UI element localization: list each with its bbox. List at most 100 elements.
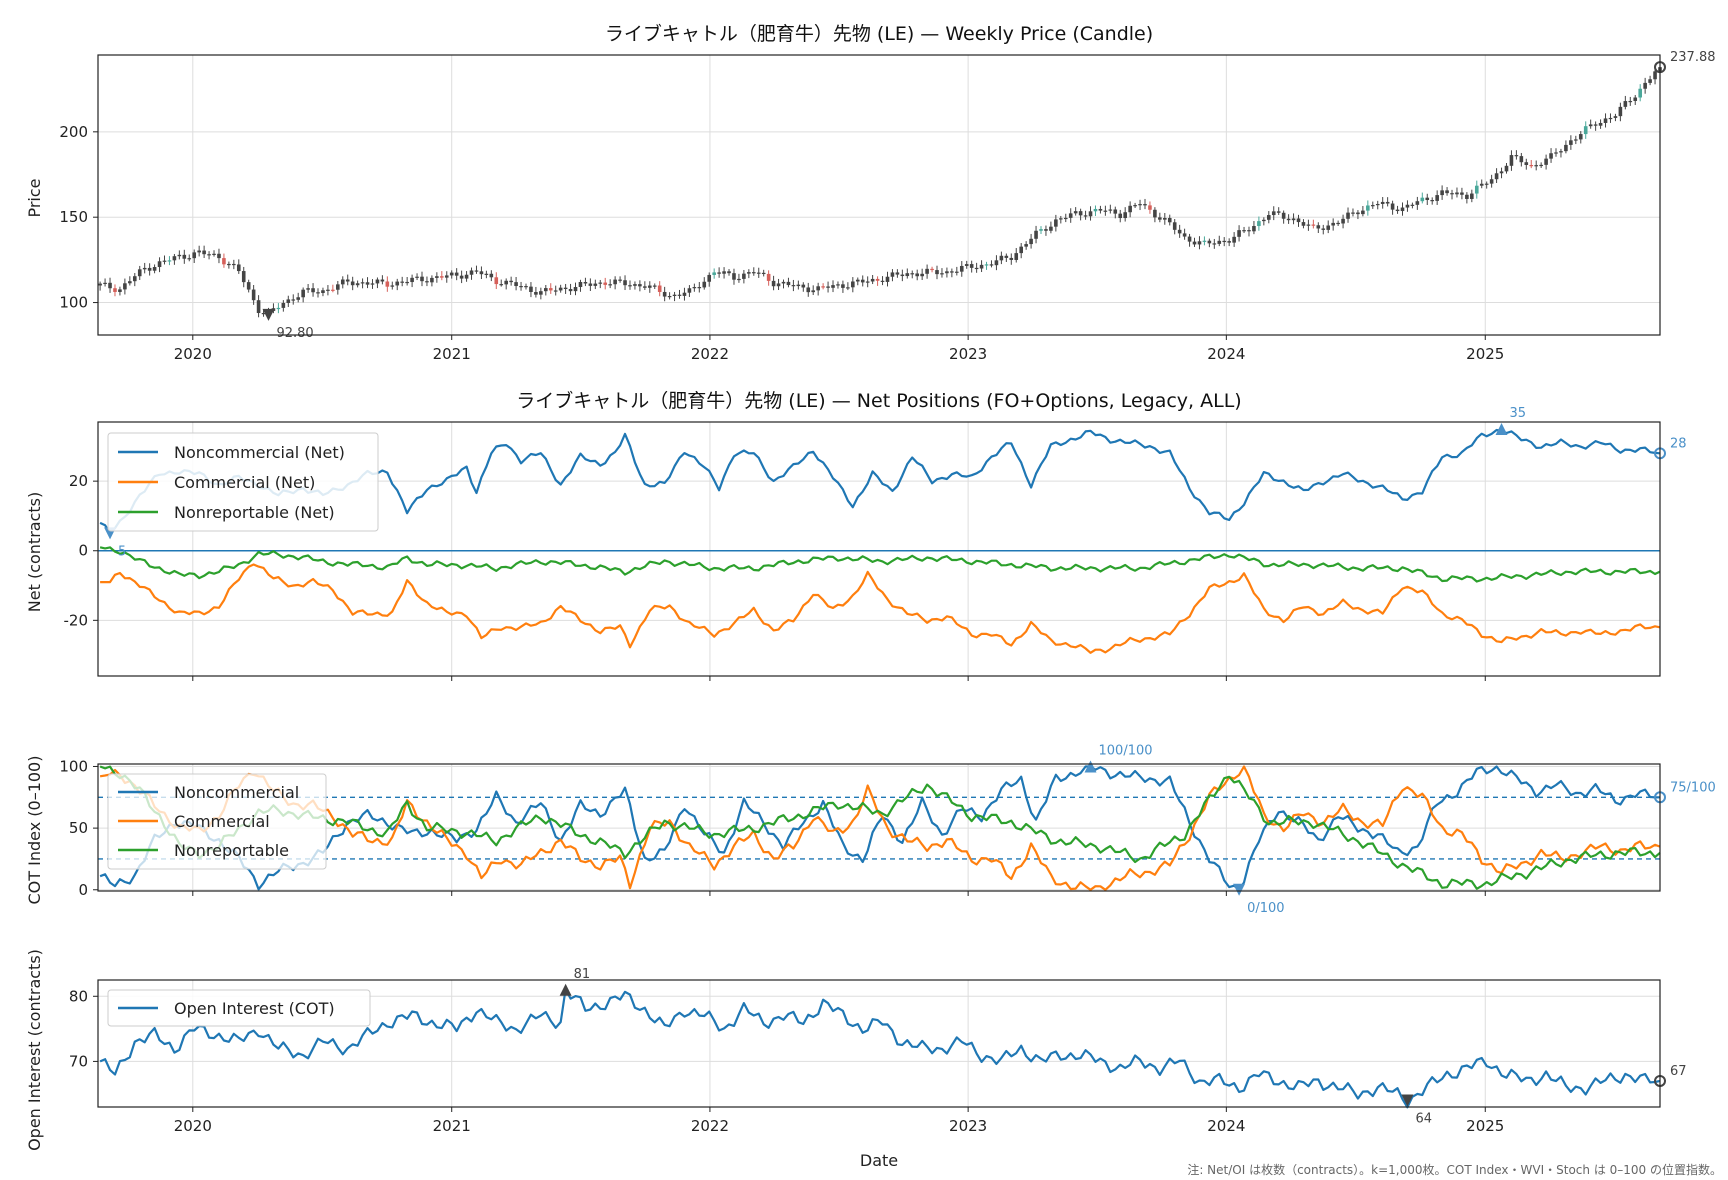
candle-body: [1435, 195, 1439, 201]
candle-body: [1143, 204, 1147, 206]
candle-body: [964, 264, 969, 266]
legend-label-noncommercial: Noncommercial: [174, 783, 299, 802]
candle-body: [1479, 183, 1484, 186]
candle-body: [959, 265, 964, 272]
net-y-axis-label: Net (contracts): [25, 492, 44, 612]
max-label: 81: [574, 967, 591, 982]
candle-body: [826, 286, 830, 288]
price-plot-frame: [97, 54, 1661, 336]
candle-body: [1138, 204, 1142, 206]
net-y-tick-label: 20: [69, 472, 88, 490]
candle-body: [1004, 255, 1009, 258]
cot-y-tick-label: 50: [69, 819, 88, 837]
candle-body: [836, 284, 840, 286]
candle-body: [1063, 217, 1068, 220]
candle-body: [1653, 71, 1657, 80]
min-label: 5: [118, 544, 126, 559]
cot-index-panel: COT Index (0–100) 0 50 100 100/100 0/100 75/1…: [25, 743, 1716, 915]
candle-body: [449, 272, 454, 276]
candle-body: [1108, 209, 1113, 211]
candle-body: [1197, 241, 1202, 245]
candle-body: [643, 286, 647, 288]
candle-body: [895, 272, 900, 275]
candle-body: [212, 253, 216, 255]
legend-label-noncommercial-net: Noncommercial (Net): [174, 443, 345, 462]
candle-body: [1336, 222, 1340, 225]
candle-body: [1539, 164, 1543, 167]
candle-body: [742, 273, 746, 279]
candle-body: [1088, 211, 1093, 217]
candle-body: [1484, 183, 1489, 185]
candle-body: [737, 278, 741, 281]
oi-legend: Open Interest (COT): [107, 989, 371, 1027]
candle-body: [1118, 213, 1123, 219]
candle-body: [291, 299, 296, 301]
candle-body: [167, 260, 172, 262]
candle-body: [395, 281, 400, 286]
open-interest-panel: Open Interest (contracts) 2020 2021 2022 20…: [25, 949, 1687, 1170]
candle-body: [340, 279, 345, 285]
candle-body: [1257, 221, 1261, 227]
candle-body: [162, 260, 167, 262]
candle-body: [202, 250, 206, 255]
candle-body: [444, 275, 449, 278]
candle-body: [1078, 211, 1083, 216]
min-marker: [262, 308, 275, 321]
price-y-axis-label: Price: [25, 178, 44, 217]
candle-body: [306, 288, 310, 290]
candle-body: [633, 284, 637, 286]
candle-body: [380, 279, 385, 282]
net-plot-frame: [97, 421, 1661, 677]
candle-body: [1341, 218, 1345, 224]
candle-body: [1311, 224, 1316, 226]
candle-body: [1474, 185, 1479, 194]
candle-body: [484, 273, 489, 275]
candle-body: [420, 276, 424, 282]
series-line-nonreportable-net: [99, 546, 1661, 583]
candle-body: [1167, 217, 1172, 223]
candle-body: [588, 283, 593, 286]
x-tick-label: 2021: [433, 1117, 471, 1135]
candle-body: [1316, 225, 1321, 229]
legend-label-commercial: Commercial: [174, 812, 270, 831]
candle-body: [1356, 212, 1360, 215]
candle-body: [1321, 228, 1326, 230]
candle-body: [108, 282, 112, 289]
candle-body: [583, 281, 588, 284]
candle-body: [1237, 230, 1241, 237]
candle-body: [1430, 200, 1435, 202]
candle-body: [672, 294, 677, 297]
oi-plot-frame: [97, 979, 1661, 1108]
legend-label-commercial-net: Commercial (Net): [174, 473, 315, 492]
x-tick-label: 2020: [174, 1117, 212, 1135]
x-tick-label: 2024: [1207, 345, 1245, 363]
candle-body: [1009, 257, 1014, 260]
footnote: 注: Net/OI は枚数（contracts）。k=1,000枚。COT In…: [1187, 1162, 1722, 1177]
candle-body: [1252, 226, 1256, 232]
candle-body: [1306, 224, 1311, 226]
x-tick-label: 2023: [949, 1117, 987, 1135]
candle-body: [1465, 194, 1469, 199]
legend-label-nonreportable-net: Nonreportable (Net): [174, 503, 335, 522]
candle-body: [940, 273, 944, 275]
candle-body: [1564, 144, 1568, 152]
candle-body: [113, 288, 117, 292]
candle-body: [1068, 213, 1073, 218]
cot-legend: Noncommercial Commercial Nonreportable: [107, 773, 327, 870]
candle-body: [1093, 208, 1098, 212]
candle-body: [98, 283, 102, 286]
candle-body: [415, 276, 419, 278]
candle-body: [197, 250, 201, 253]
x-tick-label: 2020: [174, 345, 212, 363]
candle-body: [152, 267, 157, 271]
candle-body: [390, 285, 395, 287]
candle-body: [722, 271, 726, 274]
candle-body: [1648, 79, 1652, 83]
net-positions-chart-title: ライブキャトル（肥育牛）先物 (LE) — Net Positions (FO+…: [516, 389, 1241, 412]
candle-body: [207, 254, 211, 256]
candle-body: [697, 287, 702, 289]
x-tick-label: 2023: [949, 345, 987, 363]
x-tick-label: 2021: [433, 345, 471, 363]
candle-body: [1574, 139, 1578, 141]
candle-body: [969, 264, 974, 268]
